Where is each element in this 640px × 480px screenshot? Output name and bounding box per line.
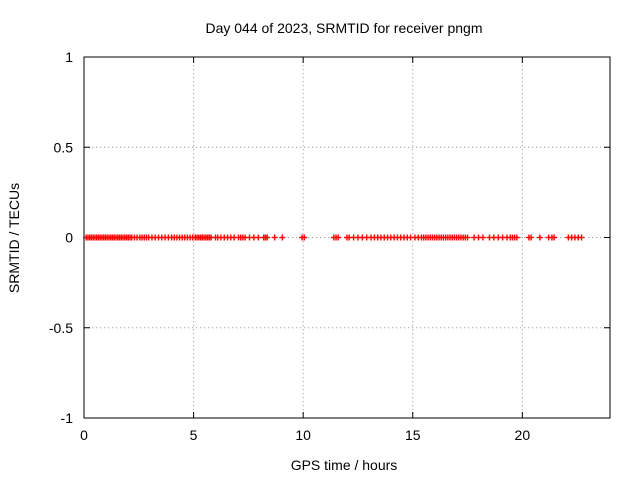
plot-frame xyxy=(83,56,611,419)
data-point xyxy=(255,234,262,241)
x-tick-label: 10 xyxy=(295,427,311,443)
axis-ticks: 0 5 10 15 20 -1 -0.5 0 0.5 1 xyxy=(49,49,610,443)
y-tick-label: -1 xyxy=(61,410,74,426)
data-point xyxy=(551,234,558,241)
data-point xyxy=(479,234,486,241)
x-tick-label: 15 xyxy=(405,427,421,443)
x-tick-label: 20 xyxy=(515,427,531,443)
y-tick-label: 1 xyxy=(65,49,73,65)
data-point xyxy=(335,234,342,241)
chart-title: Day 044 of 2023, SRMTID for receiver png… xyxy=(205,20,482,36)
data-point xyxy=(264,234,271,241)
data-point xyxy=(528,234,535,241)
data-point xyxy=(271,234,278,241)
y-tick-label: -0.5 xyxy=(49,320,73,336)
data-point xyxy=(513,234,520,241)
data-points xyxy=(83,234,585,241)
data-point xyxy=(301,234,308,241)
x-tick-label: 5 xyxy=(190,427,198,443)
y-tick-label: 0 xyxy=(65,230,73,246)
data-point xyxy=(464,234,471,241)
x-tick-label: 0 xyxy=(80,427,88,443)
y-tick-label: 0.5 xyxy=(54,139,74,155)
data-point xyxy=(536,234,543,241)
x-axis-label: GPS time / hours xyxy=(291,457,398,473)
y-axis-label: SRMTID / TECUs xyxy=(6,183,22,293)
data-point xyxy=(279,234,286,241)
data-point xyxy=(578,234,585,241)
